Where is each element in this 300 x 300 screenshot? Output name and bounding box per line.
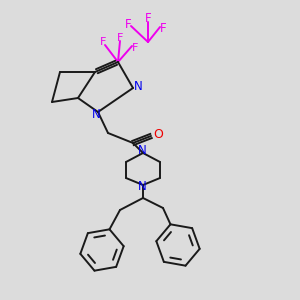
- Text: N: N: [138, 181, 146, 194]
- Text: O: O: [153, 128, 163, 140]
- Text: N: N: [134, 80, 142, 92]
- Text: F: F: [125, 17, 131, 31]
- Text: F: F: [117, 33, 123, 43]
- Text: F: F: [145, 13, 151, 26]
- Text: F: F: [160, 22, 166, 34]
- Text: F: F: [132, 43, 138, 53]
- Text: N: N: [92, 107, 100, 121]
- Text: N: N: [138, 145, 146, 158]
- Text: F: F: [100, 37, 106, 47]
